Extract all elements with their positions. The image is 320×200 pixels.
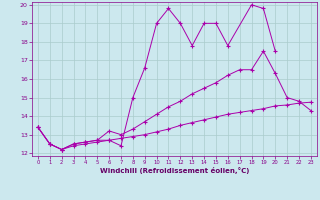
X-axis label: Windchill (Refroidissement éolien,°C): Windchill (Refroidissement éolien,°C) xyxy=(100,167,249,174)
